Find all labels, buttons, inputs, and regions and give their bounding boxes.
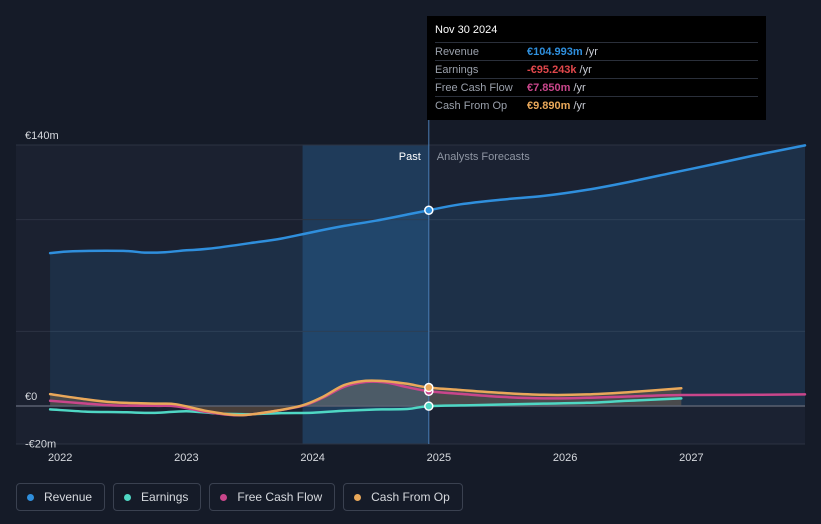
y-tick-label: €0	[25, 391, 37, 403]
tooltip-row-earnings: Earnings -€95.243k /yr	[435, 60, 758, 78]
revenue-marker	[424, 205, 434, 215]
earnings-marker	[424, 401, 434, 411]
legend-item-cash-from-op[interactable]: Cash From Op	[343, 483, 463, 511]
tooltip: Nov 30 2024 Revenue €104.993m /yr Earnin…	[427, 16, 766, 120]
tooltip-value: €9.890m	[527, 99, 571, 112]
cash-from-op-line	[48, 379, 683, 417]
x-tick-label: 2025	[427, 452, 451, 464]
tooltip-label: Earnings	[435, 63, 479, 76]
legend-label: Earnings	[141, 490, 189, 504]
cash-from-op-dot-icon	[354, 493, 362, 501]
y-tick-label: €140m	[25, 130, 59, 142]
forecast-label: Analysts Forecasts	[437, 151, 530, 163]
revenue-area	[50, 145, 806, 406]
tooltip-unit: /yr	[585, 45, 598, 58]
legend: Revenue Earnings Free Cash Flow Cash Fro…	[16, 483, 463, 511]
tooltip-value: -€95.243k	[527, 63, 577, 76]
tooltip-label: Cash From Op	[435, 99, 508, 112]
series-lines	[48, 144, 807, 417]
past-label: Past	[399, 151, 421, 163]
tooltip-row-revenue: Revenue €104.993m /yr	[435, 42, 758, 60]
legend-item-free-cash-flow[interactable]: Free Cash Flow	[209, 483, 336, 511]
tooltip-value: €104.993m	[527, 45, 583, 58]
legend-label: Cash From Op	[371, 490, 450, 504]
legend-item-revenue[interactable]: Revenue	[16, 483, 106, 511]
cash-from-op-marker	[424, 382, 434, 393]
past-highlight-band	[302, 145, 429, 444]
free-cash-flow-dot-icon	[220, 493, 228, 501]
tooltip-label: Revenue	[435, 45, 480, 58]
series-markers	[424, 205, 434, 411]
x-tick-label: 2027	[679, 452, 703, 464]
tooltip-row-cash-from-op: Cash From Op €9.890m /yr	[435, 96, 758, 114]
earnings-line	[48, 397, 683, 416]
tooltip-unit: /yr	[573, 99, 586, 112]
x-tick-label: 2022	[48, 452, 72, 464]
tooltip-date: Nov 30 2024	[435, 24, 498, 36]
earnings-dot-icon	[124, 493, 132, 501]
legend-item-earnings[interactable]: Earnings	[113, 483, 202, 511]
tooltip-row-free-cash-flow: Free Cash Flow €7.850m /yr	[435, 78, 758, 96]
gridlines	[16, 144, 805, 445]
tooltip-unit: /yr	[573, 81, 586, 94]
revenue-dot-icon	[27, 493, 34, 501]
x-tick-label: 2023	[174, 452, 198, 464]
revenue-line	[48, 144, 807, 255]
tooltip-label: Free Cash Flow	[435, 81, 513, 94]
x-tick-label: 2026	[553, 452, 577, 464]
x-tick-label: 2024	[300, 452, 324, 464]
legend-label: Free Cash Flow	[237, 490, 323, 504]
y-axis-tick-labels: €140m €0 -€20m	[25, 130, 59, 450]
legend-label: Revenue	[44, 490, 93, 504]
y-tick-label: -€20m	[25, 438, 56, 450]
x-axis-tick-labels: 2022 2023 2024 2025 2026 2027	[48, 452, 704, 464]
tooltip-unit: /yr	[579, 63, 592, 76]
plot-background-past	[16, 145, 303, 444]
tooltip-value: €7.850m	[527, 81, 571, 94]
